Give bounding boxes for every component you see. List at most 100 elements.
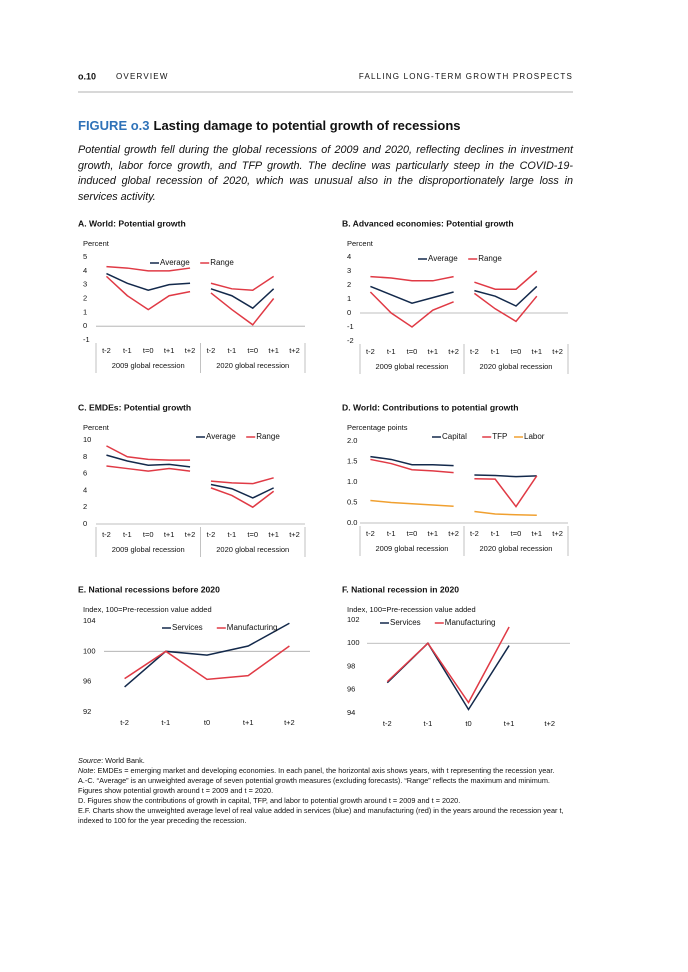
legend-label: Services: [172, 623, 203, 632]
x-tick-label: t+1: [531, 529, 542, 538]
group-label: 2009 global recession: [112, 545, 185, 554]
x-tick-label: t+2: [289, 530, 300, 539]
y-tick-label: 92: [83, 707, 91, 716]
series-line: [386, 626, 510, 704]
legend-label: Average: [206, 432, 236, 441]
x-tick-label: t+2: [552, 347, 563, 356]
y-tick-label: 2: [83, 502, 87, 511]
legend-label: Manufacturing: [445, 618, 496, 627]
y-tick-label: 3: [83, 280, 87, 289]
x-tick-label: t-1: [227, 346, 236, 355]
series-line: [369, 291, 454, 328]
legend-label: Average: [160, 258, 190, 267]
y-tick-label: 100: [83, 646, 96, 655]
panel-title: C. EMDEs: Potential growth: [78, 402, 191, 412]
x-tick-label: t=0: [511, 529, 522, 538]
section-name: OVERVIEW: [116, 72, 169, 81]
x-tick-label: t=0: [511, 347, 522, 356]
y-tick-label: 1.0: [347, 477, 357, 486]
series-line: [106, 465, 191, 472]
figure-heading: FIGURE o.3 Lasting damage to potential gr…: [78, 118, 461, 133]
panel-title: A. World: Potential growth: [78, 218, 186, 228]
x-tick-label: t+1: [268, 530, 279, 539]
panel-title: F. National recession in 2020: [342, 584, 459, 594]
x-tick-label: t=0: [247, 530, 258, 539]
legend-label: Range: [256, 432, 280, 441]
y-tick-label: 2.0: [347, 436, 357, 445]
y-tick-label: 1: [83, 307, 87, 316]
panel-title: E. National recessions before 2020: [78, 584, 220, 594]
y-tick-label: 4: [83, 485, 87, 494]
series-line: [106, 445, 191, 461]
series-line: [370, 275, 454, 282]
source-note: Source: World Bank.: [78, 756, 575, 766]
y-tick-label: 96: [347, 685, 355, 694]
x-tick-label: t=0: [247, 346, 258, 355]
panel-title: B. Advanced economies: Potential growth: [342, 218, 514, 228]
x-tick-label: t0: [204, 718, 210, 727]
x-tick-label: t0: [465, 719, 471, 728]
group-label: 2020 global recession: [216, 545, 289, 554]
y-tick-label: -2: [347, 336, 354, 345]
x-tick-label: t=0: [407, 347, 418, 356]
series-line: [474, 510, 537, 516]
x-tick-label: t-1: [387, 529, 396, 538]
x-tick-label: t=0: [407, 529, 418, 538]
series-line: [106, 272, 191, 291]
y-axis-label: Percent: [347, 239, 374, 248]
x-tick-label: t-1: [123, 530, 132, 539]
x-tick-label: t+2: [448, 347, 459, 356]
y-tick-label: 3: [347, 266, 351, 275]
x-tick-label: t-2: [366, 347, 375, 356]
y-tick-label: 2: [347, 280, 351, 289]
x-tick-label: t-1: [491, 347, 500, 356]
y-axis-label: Percent: [83, 423, 110, 432]
series-line: [210, 477, 274, 485]
legend-label: Manufacturing: [227, 623, 278, 632]
x-tick-label: t-2: [207, 346, 216, 355]
series-line: [124, 622, 290, 688]
y-tick-label: 0: [347, 308, 351, 317]
series-line: [124, 645, 290, 681]
note-text: : EMDEs = emerging market and developing…: [93, 766, 555, 775]
y-tick-label: 102: [347, 615, 360, 624]
series-line: [210, 483, 274, 499]
x-tick-label: t+1: [243, 718, 254, 727]
x-tick-label: t+1: [268, 346, 279, 355]
y-tick-label: 2: [83, 293, 87, 302]
x-tick-label: t+1: [504, 719, 515, 728]
note-item: E.F. Charts show the unweighted average …: [78, 806, 564, 825]
source-text: : World Bank.: [101, 756, 145, 765]
x-tick-label: t=0: [143, 530, 154, 539]
figure-label: FIGURE o.3: [78, 118, 150, 133]
legend-label: Range: [210, 258, 234, 267]
y-tick-label: 4: [83, 266, 87, 275]
y-tick-label: -1: [347, 322, 354, 331]
series-line: [386, 642, 510, 711]
y-tick-label: 0.5: [347, 497, 357, 506]
source-label: Source: [78, 756, 102, 765]
x-tick-label: t-2: [366, 529, 375, 538]
series-line: [370, 285, 454, 304]
y-tick-label: 8: [83, 452, 87, 461]
note: Note: EMDEs = emerging market and develo…: [78, 766, 575, 776]
y-tick-label: 1: [347, 294, 351, 303]
series-line: [473, 292, 538, 323]
y-axis-label: Percentage points: [347, 423, 408, 432]
x-tick-label: t-2: [383, 719, 392, 728]
y-tick-label: 98: [347, 661, 355, 670]
series-line: [106, 265, 191, 272]
legend-label: Capital: [442, 432, 467, 441]
x-tick-label: t-1: [227, 530, 236, 539]
x-tick-label: t-1: [161, 718, 170, 727]
x-tick-label: t+2: [284, 718, 295, 727]
x-tick-label: t+1: [427, 347, 438, 356]
legend-label: TFP: [492, 432, 507, 441]
y-tick-label: 1.5: [347, 456, 357, 465]
x-tick-label: t-1: [387, 347, 396, 356]
x-tick-label: t-2: [207, 530, 216, 539]
legend-label: Range: [478, 254, 502, 263]
group-label: 2009 global recession: [376, 544, 449, 553]
series-line: [474, 474, 537, 478]
